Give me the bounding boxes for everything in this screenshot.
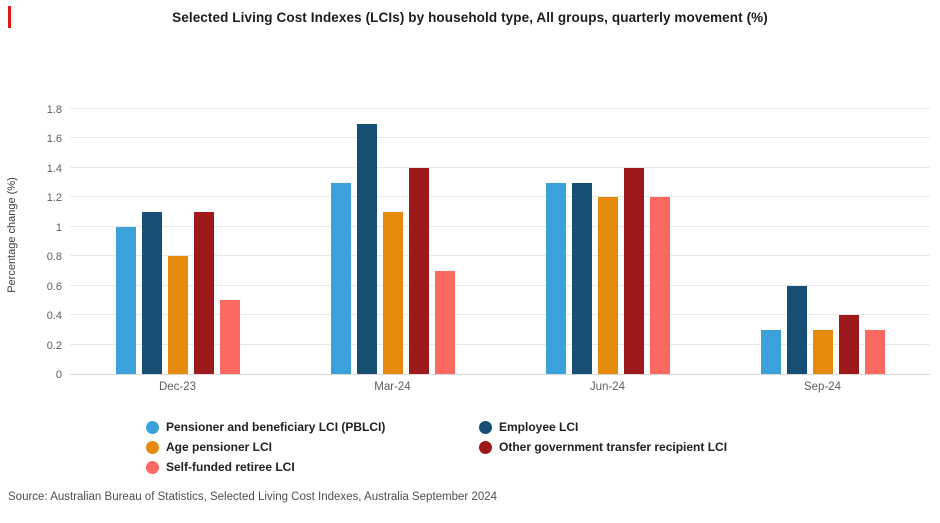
- legend-item: Self-funded retiree LCI: [146, 457, 385, 477]
- bar: [167, 256, 188, 374]
- bar: [193, 212, 214, 374]
- y-tick-label: 0.8: [46, 251, 62, 264]
- y-tick-label: 1.2: [46, 192, 62, 205]
- bar-group-Mar-24: [285, 95, 500, 374]
- gridline: [70, 343, 930, 345]
- y-tick-label: 1.8: [46, 104, 62, 116]
- bar: [649, 197, 670, 374]
- legend-swatch-icon: [146, 460, 159, 474]
- gridline: [70, 137, 930, 139]
- y-tick-label: 1: [55, 221, 62, 234]
- gridline: [70, 314, 930, 316]
- legend-label: Age pensioner LCI: [166, 440, 273, 454]
- y-tick-label: 1.6: [46, 133, 62, 146]
- y-tick-label: 0.6: [46, 280, 62, 293]
- bar: [141, 212, 162, 374]
- legend-item: Pensioner and beneficiary LCI (PBLCI): [146, 417, 385, 437]
- bar: [864, 330, 885, 374]
- bar: [434, 271, 455, 374]
- bar: [838, 315, 859, 374]
- gridline: [70, 108, 930, 109]
- bar: [356, 124, 377, 374]
- bar: [115, 227, 136, 374]
- bar-group-Sep-24: [715, 95, 930, 374]
- source-note: Source: Australian Bureau of Statistics,…: [8, 491, 498, 503]
- x-tick-label: Mar-24: [374, 381, 411, 393]
- gridline: [70, 255, 930, 257]
- legend-label: Self-funded retiree LCI: [166, 460, 295, 474]
- y-tick-label: 0: [55, 369, 62, 381]
- bar: [812, 330, 833, 374]
- bar: [571, 183, 592, 374]
- legend-label: Other government transfer recipient LCI: [499, 440, 728, 454]
- legend-label: Employee LCI: [499, 420, 579, 434]
- red-margin-mark: [8, 6, 11, 28]
- bar-group-Jun-24: [500, 95, 715, 374]
- bar: [219, 300, 240, 374]
- bar: [623, 168, 644, 374]
- y-tick-label: 0.2: [46, 339, 62, 352]
- legend-swatch-icon: [146, 420, 159, 434]
- legend-item: Other government transfer recipient LCI: [479, 437, 727, 457]
- chart-title: Selected Living Cost Indexes (LCIs) by h…: [172, 10, 768, 25]
- gridline: [70, 225, 930, 227]
- bar: [786, 286, 807, 374]
- bar: [545, 183, 566, 374]
- bar: [330, 183, 351, 374]
- bar-group-Dec-23: [70, 95, 285, 374]
- legend-column-right: Employee LCI Other government transfer re…: [479, 417, 727, 457]
- gridline: [70, 196, 930, 198]
- bar: [760, 330, 781, 374]
- y-tick-label: 1.4: [46, 162, 62, 175]
- bar: [597, 197, 618, 374]
- legend-item: Age pensioner LCI: [146, 437, 385, 457]
- bar-groups: [70, 95, 930, 374]
- bar: [382, 212, 403, 374]
- legend-swatch-icon: [479, 440, 492, 454]
- plot-area: [70, 95, 930, 375]
- gridline: [70, 166, 930, 168]
- bar: [408, 168, 429, 374]
- x-tick-label: Sep-24: [803, 381, 842, 393]
- x-tick-label: Dec-23: [158, 381, 197, 393]
- legend-swatch-icon: [479, 420, 492, 434]
- y-axis-ticks: 0 0.2 0.4 0.6 0.8 1 1.2 1.4 1.6 1.8: [0, 95, 62, 381]
- y-tick-label: 0.4: [46, 310, 62, 323]
- legend-column-left: Pensioner and beneficiary LCI (PBLCI) Age…: [146, 417, 385, 477]
- gridline: [70, 284, 930, 286]
- legend-item: Employee LCI: [479, 417, 727, 437]
- legend-label: Pensioner and beneficiary LCI (PBLCI): [166, 420, 386, 434]
- legend-swatch-icon: [146, 440, 159, 454]
- x-tick-label: Jun-24: [589, 381, 626, 393]
- x-axis-labels: Dec-23 Mar-24 Jun-24 Sep-24: [70, 381, 930, 393]
